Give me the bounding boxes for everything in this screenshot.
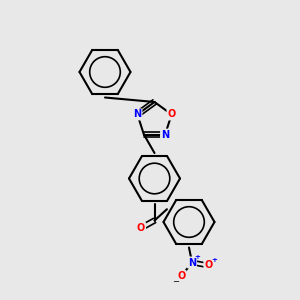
Text: N: N [188, 257, 196, 268]
Text: −: − [172, 277, 180, 286]
Text: N: N [161, 130, 169, 140]
Text: +: + [194, 254, 200, 260]
Text: O: O [167, 110, 176, 119]
Text: O: O [137, 223, 145, 233]
Text: +: + [212, 256, 218, 262]
Text: O: O [204, 260, 213, 271]
Text: N: N [133, 110, 141, 119]
Text: O: O [177, 271, 186, 281]
